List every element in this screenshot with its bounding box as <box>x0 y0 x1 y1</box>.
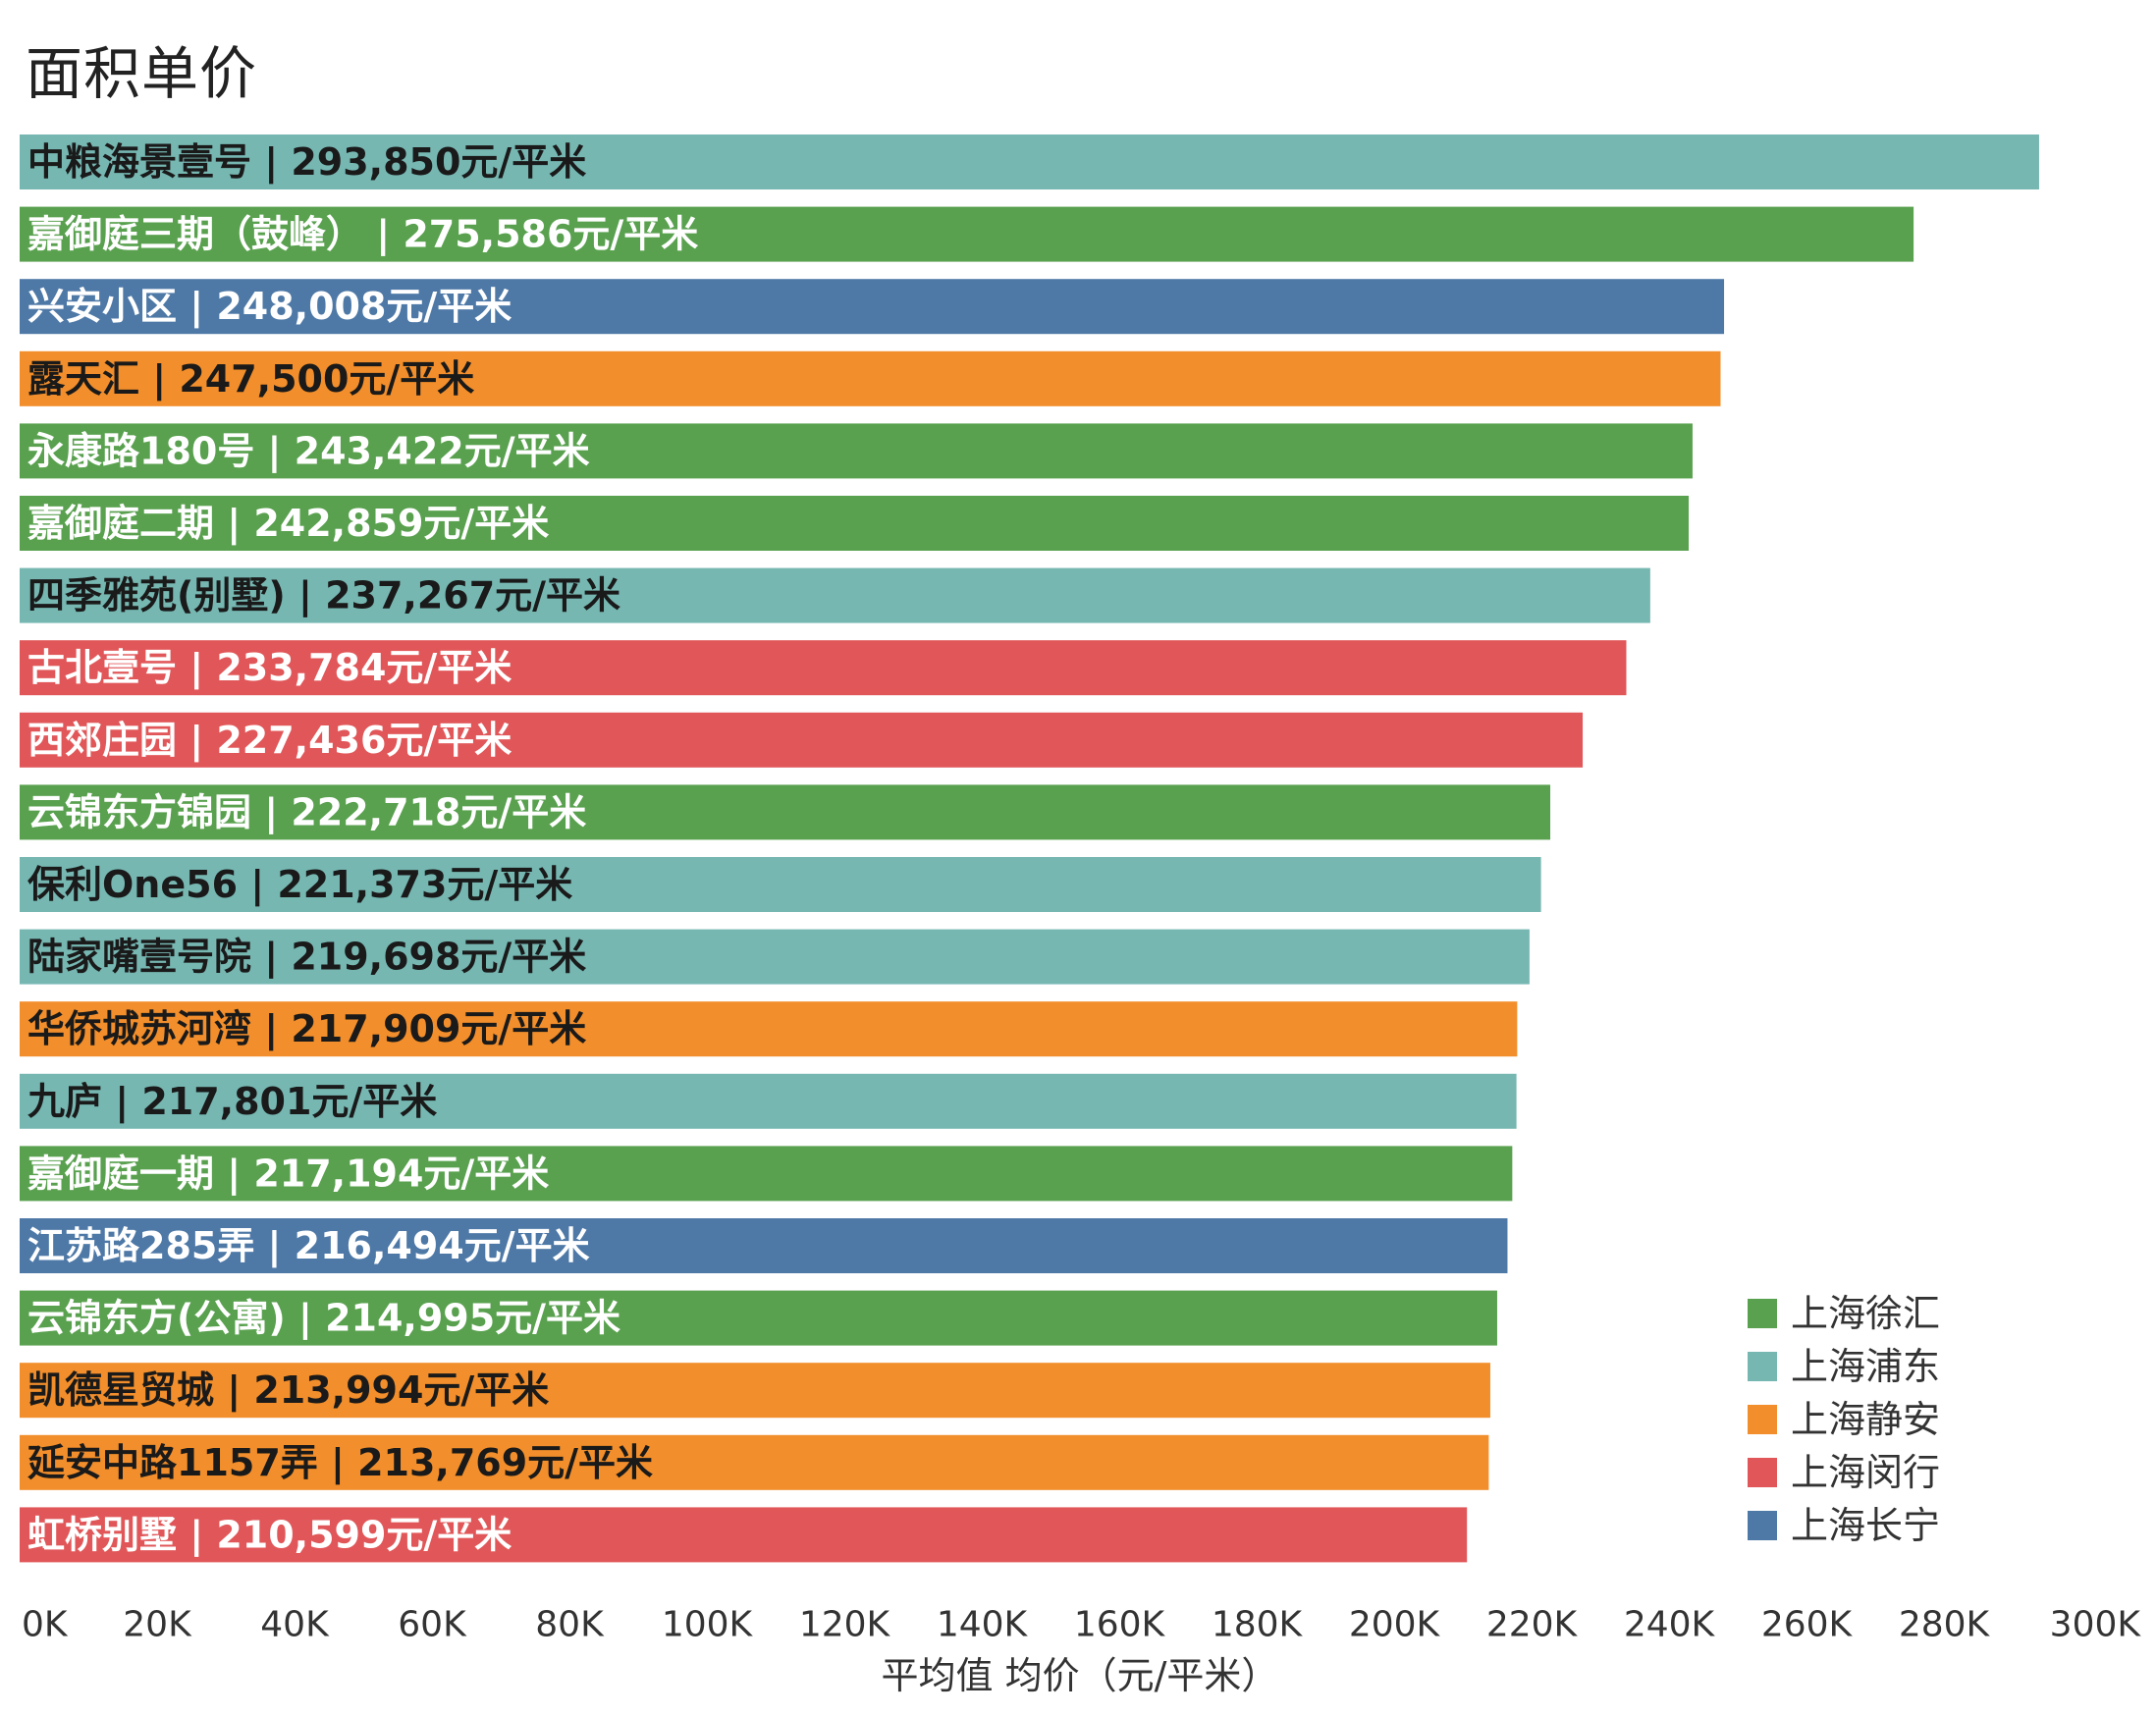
x-tick-label-240k: 240K <box>1624 1605 1716 1645</box>
bar-5 <box>20 423 1693 479</box>
x-tick-label-280k: 280K <box>1899 1605 1991 1645</box>
bar-7 <box>20 567 1650 623</box>
bar-label-19: 延安中路1157弄 | 213,769元/平米 <box>27 1441 653 1485</box>
bar-1 <box>20 134 2039 189</box>
bar-13 <box>20 1001 1518 1057</box>
x-axis-title: 平均值 均价（元/平米） <box>882 1654 1279 1697</box>
bar-2 <box>20 206 1914 262</box>
x-tick-label-20k: 20K <box>123 1605 192 1645</box>
legend-swatch-5 <box>1748 1511 1777 1540</box>
chart-title: 面积单价 <box>26 40 258 107</box>
x-tick-label-220k: 220K <box>1486 1605 1579 1645</box>
legend-label-1: 上海徐汇 <box>1791 1292 1940 1335</box>
legend-label-3: 上海静安 <box>1791 1398 1940 1441</box>
bar-label-11: 保利One56 | 221,373元/平米 <box>27 863 572 907</box>
bar-14 <box>20 1073 1517 1129</box>
x-tick-label-40k: 40K <box>260 1605 330 1645</box>
bar-label-17: 云锦东方(公寓) | 214,995元/平米 <box>27 1297 620 1341</box>
legend-swatch-2 <box>1748 1352 1777 1381</box>
bar-3 <box>20 279 1725 335</box>
bar-label-4: 露天汇 | 247,500元/平米 <box>27 357 474 402</box>
bar-15 <box>20 1146 1513 1202</box>
bar-label-1: 中粮海景壹号 | 293,850元/平米 <box>27 140 586 185</box>
x-axis-ticks: 0K 20K 40K 60K 80K 100K 120K 140K 160K 180K 200K 22… <box>22 1605 2141 1645</box>
bar-18 <box>20 1363 1490 1419</box>
bars-layer <box>20 134 2039 1563</box>
x-tick-label-0k: 0K <box>22 1605 69 1645</box>
legend-label-4: 上海闵行 <box>1791 1451 1940 1494</box>
bar-label-15: 嘉御庭一期 | 217,194元/平米 <box>27 1152 549 1196</box>
legend-swatch-1 <box>1748 1299 1777 1328</box>
bar-19 <box>20 1434 1489 1490</box>
x-tick-label-60k: 60K <box>398 1605 467 1645</box>
x-tick-label-120k: 120K <box>799 1605 891 1645</box>
bar-label-2: 嘉御庭三期（鼓峰） | 275,586元/平米 <box>27 213 698 257</box>
x-tick-label-140k: 140K <box>937 1605 1029 1645</box>
x-tick-label-300k: 300K <box>2050 1605 2142 1645</box>
bar-label-13: 华侨城苏河湾 | 217,909元/平米 <box>27 1007 586 1051</box>
bar-label-3: 兴安小区 | 248,008元/平米 <box>27 285 512 329</box>
bar-6 <box>20 496 1690 551</box>
legend-label-2: 上海浦东 <box>1791 1345 1940 1388</box>
bar-label-20: 虹桥别墅 | 210,599元/平米 <box>27 1513 512 1557</box>
legend-swatch-4 <box>1748 1458 1777 1487</box>
bar-8 <box>20 640 1627 696</box>
bar-label-14: 九庐 | 217,801元/平米 <box>27 1080 437 1124</box>
bar-label-7: 四季雅苑(别墅) | 237,267元/平米 <box>27 574 620 618</box>
bar-label-5: 永康路180号 | 243,422元/平米 <box>27 429 590 473</box>
x-tick-label-80k: 80K <box>535 1605 605 1645</box>
bar-9 <box>20 712 1584 768</box>
bar-10 <box>20 784 1551 840</box>
bar-11 <box>20 857 1541 912</box>
bar-17 <box>20 1290 1497 1346</box>
bar-label-9: 西郊庄园 | 227,436元/平米 <box>27 719 512 763</box>
bar-label-6: 嘉御庭二期 | 242,859元/平米 <box>27 502 549 546</box>
bar-12 <box>20 929 1530 985</box>
bar-label-10: 云锦东方锦园 | 222,718元/平米 <box>27 790 586 834</box>
legend-swatch-3 <box>1748 1405 1777 1434</box>
bar-label-16: 江苏路285弄 | 216,494元/平米 <box>27 1224 590 1268</box>
bar-16 <box>20 1218 1508 1273</box>
x-tick-label-180k: 180K <box>1212 1605 1304 1645</box>
bar-label-18: 凯德星贸城 | 213,994元/平米 <box>27 1368 549 1413</box>
x-tick-label-160k: 160K <box>1074 1605 1166 1645</box>
x-tick-label-260k: 260K <box>1761 1605 1854 1645</box>
x-tick-label-100k: 100K <box>662 1605 754 1645</box>
x-tick-label-200k: 200K <box>1349 1605 1441 1645</box>
bar-label-8: 古北壹号 | 233,784元/平米 <box>27 646 512 690</box>
bar-4 <box>20 350 1721 406</box>
legend-label-5: 上海长宁 <box>1791 1504 1940 1547</box>
bar-label-12: 陆家嘴壹号院 | 219,698元/平米 <box>27 936 586 980</box>
bar-20 <box>20 1507 1468 1563</box>
